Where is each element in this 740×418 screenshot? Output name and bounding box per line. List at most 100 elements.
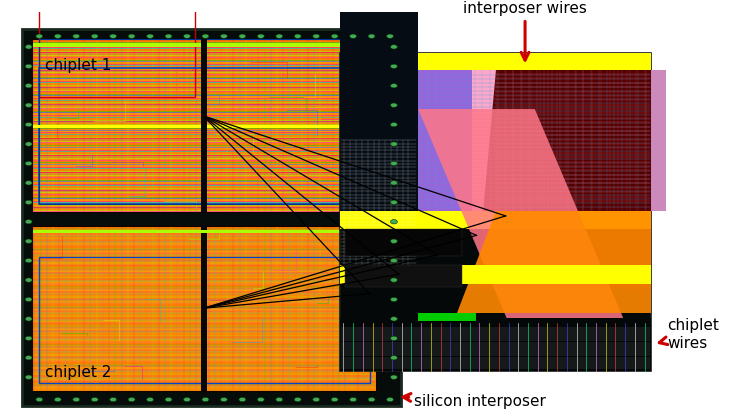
Ellipse shape: [73, 34, 80, 38]
Ellipse shape: [25, 258, 32, 263]
Bar: [340, 70, 384, 211]
Bar: [340, 53, 651, 371]
Bar: [418, 313, 477, 321]
Bar: [33, 125, 375, 127]
Bar: [22, 29, 401, 406]
Ellipse shape: [91, 34, 98, 38]
Ellipse shape: [295, 34, 301, 38]
Ellipse shape: [391, 103, 397, 107]
Ellipse shape: [386, 34, 394, 38]
Ellipse shape: [386, 398, 394, 402]
Ellipse shape: [391, 297, 397, 302]
Ellipse shape: [221, 398, 227, 402]
Ellipse shape: [91, 398, 98, 402]
Ellipse shape: [391, 122, 397, 127]
Ellipse shape: [25, 103, 32, 107]
Ellipse shape: [25, 45, 32, 49]
Ellipse shape: [25, 200, 32, 204]
Ellipse shape: [349, 34, 357, 38]
Ellipse shape: [202, 34, 209, 38]
Ellipse shape: [25, 297, 32, 302]
Ellipse shape: [165, 398, 172, 402]
Bar: [525, 70, 666, 211]
Ellipse shape: [36, 34, 43, 38]
Bar: [414, 70, 471, 211]
Bar: [39, 257, 369, 383]
Ellipse shape: [258, 398, 264, 402]
Polygon shape: [457, 211, 651, 313]
Ellipse shape: [25, 317, 32, 321]
Bar: [471, 70, 515, 211]
Ellipse shape: [391, 142, 397, 146]
Ellipse shape: [128, 398, 135, 402]
Ellipse shape: [368, 398, 375, 402]
Bar: [340, 53, 651, 70]
Ellipse shape: [332, 398, 338, 402]
Ellipse shape: [54, 34, 61, 38]
Ellipse shape: [54, 398, 61, 402]
Ellipse shape: [25, 181, 32, 185]
Bar: [32, 39, 377, 212]
Text: chiplet 1: chiplet 1: [45, 58, 112, 73]
Ellipse shape: [25, 356, 32, 360]
Bar: [340, 12, 418, 211]
Ellipse shape: [110, 398, 117, 402]
Bar: [39, 39, 369, 204]
Ellipse shape: [25, 375, 32, 380]
Ellipse shape: [147, 398, 153, 402]
Ellipse shape: [391, 84, 397, 88]
Ellipse shape: [313, 398, 320, 402]
Ellipse shape: [368, 34, 375, 38]
Ellipse shape: [25, 239, 32, 243]
Bar: [340, 265, 651, 284]
Bar: [340, 70, 651, 211]
Ellipse shape: [165, 34, 172, 38]
Bar: [471, 70, 515, 211]
Bar: [515, 70, 525, 211]
Ellipse shape: [391, 181, 397, 185]
Ellipse shape: [147, 34, 153, 38]
Ellipse shape: [391, 375, 397, 380]
Ellipse shape: [258, 34, 264, 38]
Ellipse shape: [25, 161, 32, 166]
Bar: [384, 70, 414, 211]
Polygon shape: [418, 109, 642, 362]
Ellipse shape: [349, 398, 357, 402]
Bar: [414, 70, 471, 211]
Ellipse shape: [25, 336, 32, 341]
Text: chiplet
wires: chiplet wires: [659, 318, 719, 351]
Ellipse shape: [184, 34, 190, 38]
Ellipse shape: [391, 200, 397, 204]
Bar: [525, 70, 666, 211]
Ellipse shape: [332, 34, 338, 38]
Ellipse shape: [391, 64, 397, 69]
Ellipse shape: [73, 398, 80, 402]
Ellipse shape: [391, 161, 397, 166]
Text: chiplet 2: chiplet 2: [45, 365, 112, 380]
Ellipse shape: [25, 219, 32, 224]
Ellipse shape: [391, 45, 397, 49]
Bar: [201, 226, 207, 391]
Ellipse shape: [221, 34, 227, 38]
Ellipse shape: [25, 64, 32, 69]
Ellipse shape: [25, 142, 32, 146]
Ellipse shape: [391, 356, 397, 360]
Bar: [340, 211, 651, 229]
Ellipse shape: [36, 398, 43, 402]
Ellipse shape: [313, 34, 320, 38]
Bar: [340, 318, 651, 371]
Ellipse shape: [239, 398, 246, 402]
Ellipse shape: [391, 336, 397, 341]
Bar: [39, 68, 369, 204]
Bar: [201, 39, 207, 212]
Bar: [346, 229, 462, 256]
Ellipse shape: [239, 34, 246, 38]
Ellipse shape: [276, 34, 283, 38]
Ellipse shape: [391, 239, 397, 243]
Bar: [33, 43, 375, 47]
Ellipse shape: [184, 398, 190, 402]
Ellipse shape: [128, 34, 135, 38]
Bar: [515, 70, 525, 211]
Bar: [33, 229, 375, 233]
Ellipse shape: [391, 278, 397, 282]
